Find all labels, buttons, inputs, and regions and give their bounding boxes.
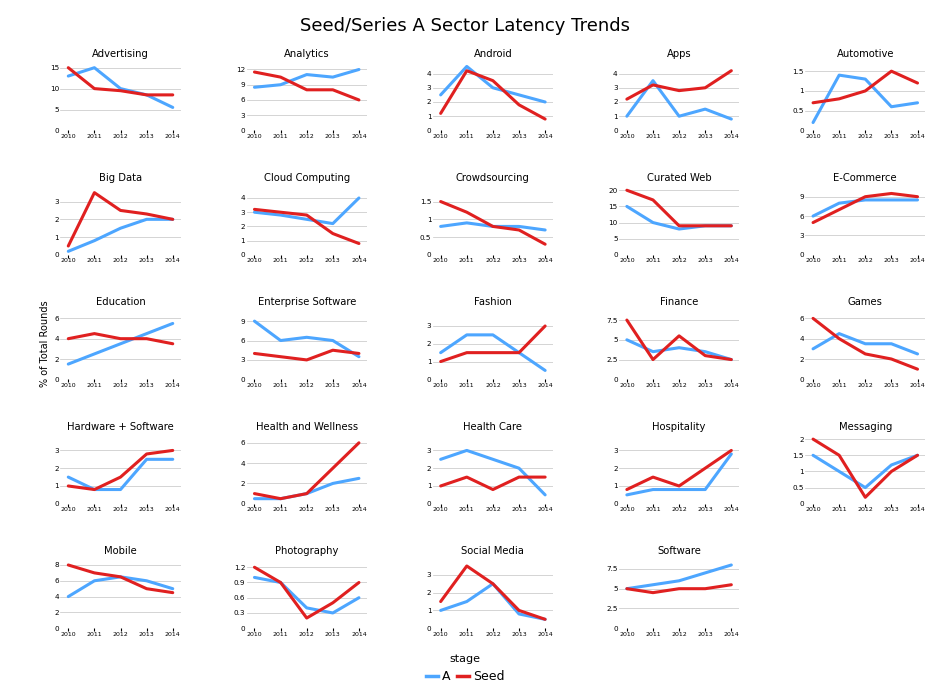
Legend: A, Seed: A, Seed bbox=[420, 649, 510, 688]
Title: Enterprise Software: Enterprise Software bbox=[258, 297, 356, 307]
Title: E-Commerce: E-Commerce bbox=[833, 173, 897, 183]
Title: Cloud Computing: Cloud Computing bbox=[263, 173, 350, 183]
Title: Curated Web: Curated Web bbox=[646, 173, 711, 183]
Title: Big Data: Big Data bbox=[99, 173, 142, 183]
Title: Analytics: Analytics bbox=[284, 49, 329, 59]
Title: Messaging: Messaging bbox=[839, 422, 892, 432]
Title: Fashion: Fashion bbox=[474, 297, 512, 307]
Text: Seed/Series A Sector Latency Trends: Seed/Series A Sector Latency Trends bbox=[300, 17, 630, 36]
Title: Software: Software bbox=[658, 547, 701, 556]
Title: Finance: Finance bbox=[660, 297, 698, 307]
Title: Health Care: Health Care bbox=[463, 422, 523, 432]
Title: Education: Education bbox=[96, 297, 145, 307]
Title: Photography: Photography bbox=[275, 547, 339, 556]
Y-axis label: % of Total Rounds: % of Total Rounds bbox=[40, 300, 50, 387]
Title: Mobile: Mobile bbox=[104, 547, 137, 556]
Title: Android: Android bbox=[473, 49, 512, 59]
Title: Hardware + Software: Hardware + Software bbox=[67, 422, 174, 432]
Title: Games: Games bbox=[848, 297, 883, 307]
Title: Advertising: Advertising bbox=[92, 49, 149, 59]
Title: Health and Wellness: Health and Wellness bbox=[256, 422, 358, 432]
Title: Hospitality: Hospitality bbox=[653, 422, 706, 432]
Title: Apps: Apps bbox=[667, 49, 691, 59]
Title: Social Media: Social Media bbox=[461, 547, 525, 556]
Title: Crowdsourcing: Crowdsourcing bbox=[456, 173, 530, 183]
Title: Automotive: Automotive bbox=[837, 49, 894, 59]
